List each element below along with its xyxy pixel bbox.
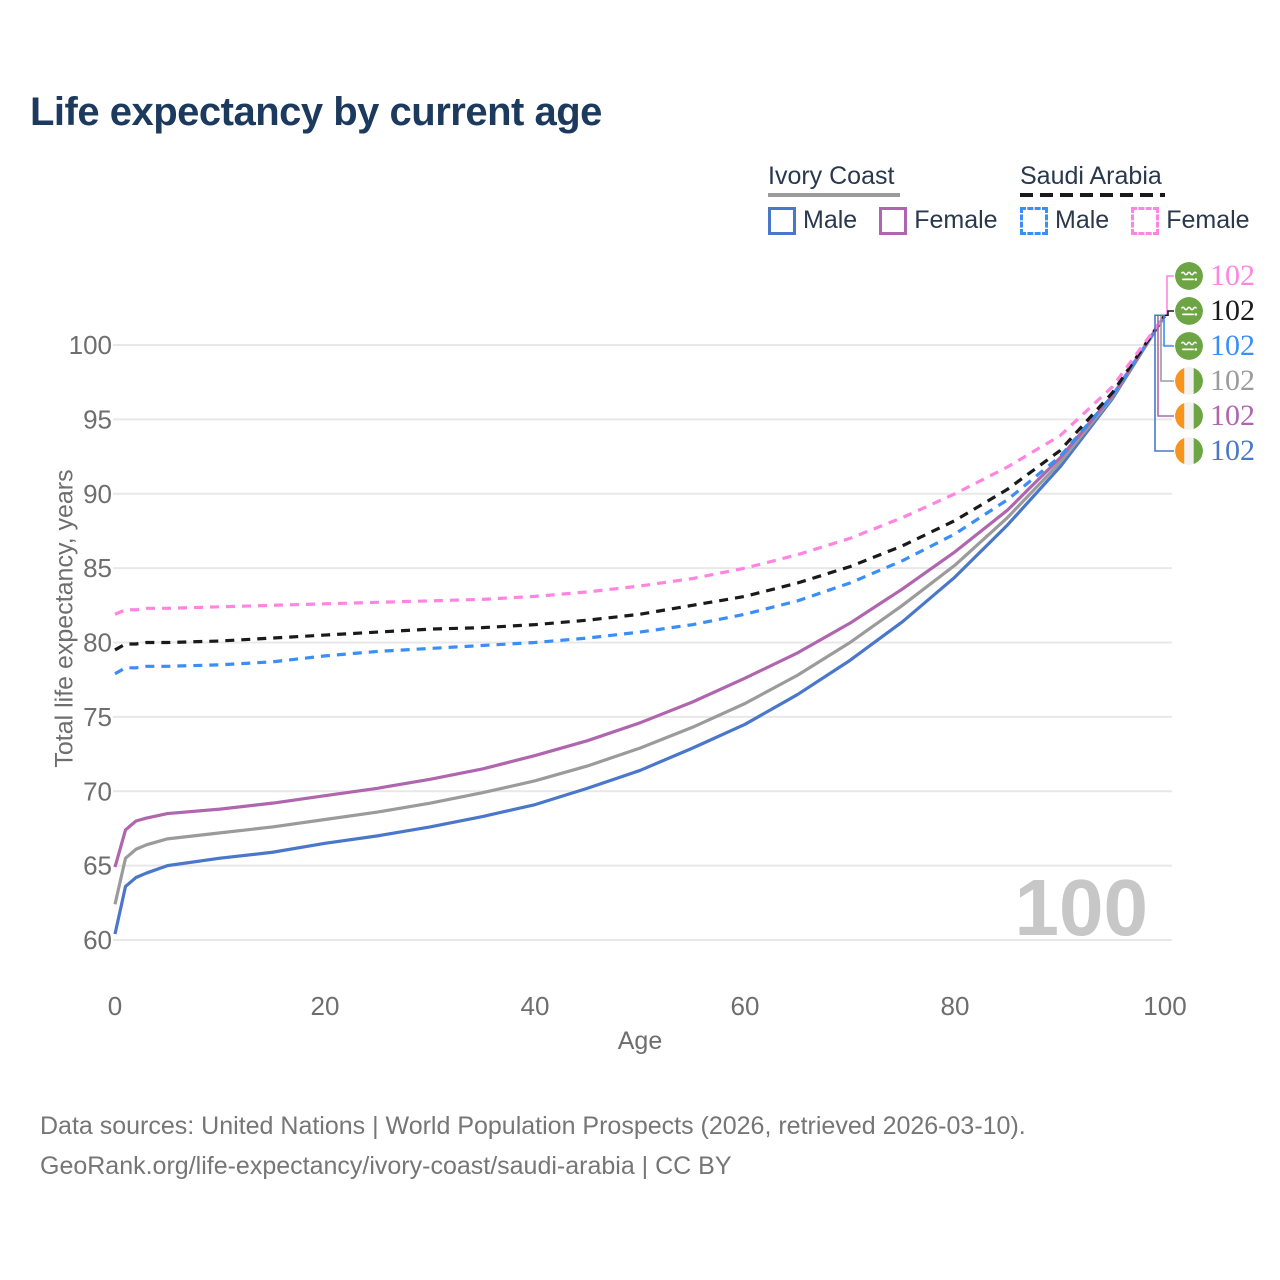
legend: Ivory Coast Male Female Saudi Arabia Mal… (0, 162, 1280, 242)
legend-item-saudi-arabia-male[interactable]: Male (1020, 206, 1109, 235)
saudi-arabia-dashed-line-sample (1020, 193, 1165, 197)
saudi-arabia-flag-icon (1175, 262, 1203, 290)
svg-text:60: 60 (731, 991, 760, 1021)
legend-item-ivory-coast-male[interactable]: Male (768, 206, 857, 235)
svg-text:80: 80 (83, 628, 112, 658)
svg-text:90: 90 (83, 479, 112, 509)
svg-text:60: 60 (83, 925, 112, 955)
endpoint-label-ivory-female[interactable]: 102 (1175, 399, 1255, 433)
legend-label-female: Female (1166, 206, 1250, 234)
legend-country-ivory-coast[interactable]: Ivory Coast (768, 162, 895, 190)
endpoint-value: 102 (1210, 294, 1255, 327)
svg-text:80: 80 (941, 991, 970, 1021)
endpoint-label-ivory-male[interactable]: 102 (1175, 434, 1255, 468)
saudi-arabia-flag-icon (1175, 332, 1203, 360)
ivory-coast-female-swatch-icon (879, 206, 908, 235)
endpoint-label-saudi-total[interactable]: 102 (1175, 294, 1255, 328)
page-title: Life expectancy by current age (30, 90, 602, 134)
legend-label-male: Male (1055, 206, 1110, 234)
svg-text:100: 100 (1143, 991, 1186, 1021)
ivory-coast-flag-icon (1175, 437, 1203, 465)
svg-text:65: 65 (83, 851, 112, 881)
ivory-coast-solid-line-sample (768, 193, 900, 197)
endpoint-value: 102 (1210, 399, 1255, 432)
legend-label-female: Female (914, 206, 998, 234)
current-age-watermark: 100 (1014, 863, 1148, 952)
legend-group-saudi-arabia: Saudi Arabia Male Female (1020, 162, 1250, 235)
endpoint-value: 102 (1210, 259, 1255, 292)
ivory-coast-flag-icon (1175, 367, 1203, 395)
endpoint-value: 102 (1210, 364, 1255, 397)
endpoint-label-ivory-total[interactable]: 102 (1175, 364, 1255, 398)
ivory-coast-flag-icon (1175, 402, 1203, 430)
legend-country-saudi-arabia[interactable]: Saudi Arabia (1020, 162, 1162, 190)
legend-item-ivory-coast-female[interactable]: Female (879, 206, 998, 235)
svg-text:100: 100 (69, 330, 112, 360)
footer-line-2[interactable]: GeoRank.org/life-expectancy/ivory-coast/… (40, 1152, 732, 1180)
data-source-footer: Data sources: United Nations | World Pop… (40, 1106, 1026, 1186)
svg-text:40: 40 (521, 991, 550, 1021)
endpoint-value: 102 (1210, 434, 1255, 467)
legend-item-saudi-arabia-female[interactable]: Female (1131, 206, 1250, 235)
x-axis-title: Age (617, 1027, 663, 1055)
svg-text:0: 0 (108, 991, 122, 1021)
endpoint-label-saudi-female[interactable]: 102 (1175, 259, 1255, 293)
legend-group-ivory-coast: Ivory Coast Male Female (768, 162, 998, 235)
footer-line-1: Data sources: United Nations | World Pop… (40, 1112, 1026, 1140)
y-axis-title: Total life expectancy, years (50, 469, 79, 768)
legend-label-male: Male (803, 206, 858, 234)
ivory-coast-male-swatch-icon (768, 206, 796, 235)
endpoint-value: 102 (1210, 329, 1255, 362)
saudi-arabia-female-swatch-icon (1131, 206, 1160, 235)
saudi-arabia-flag-icon (1175, 297, 1203, 325)
svg-text:75: 75 (83, 702, 112, 732)
svg-text:70: 70 (83, 776, 112, 806)
svg-text:85: 85 (83, 553, 112, 583)
svg-text:20: 20 (311, 991, 340, 1021)
svg-text:95: 95 (83, 404, 112, 434)
saudi-arabia-male-swatch-icon (1020, 206, 1048, 235)
endpoint-label-saudi-male[interactable]: 102 (1175, 329, 1255, 363)
